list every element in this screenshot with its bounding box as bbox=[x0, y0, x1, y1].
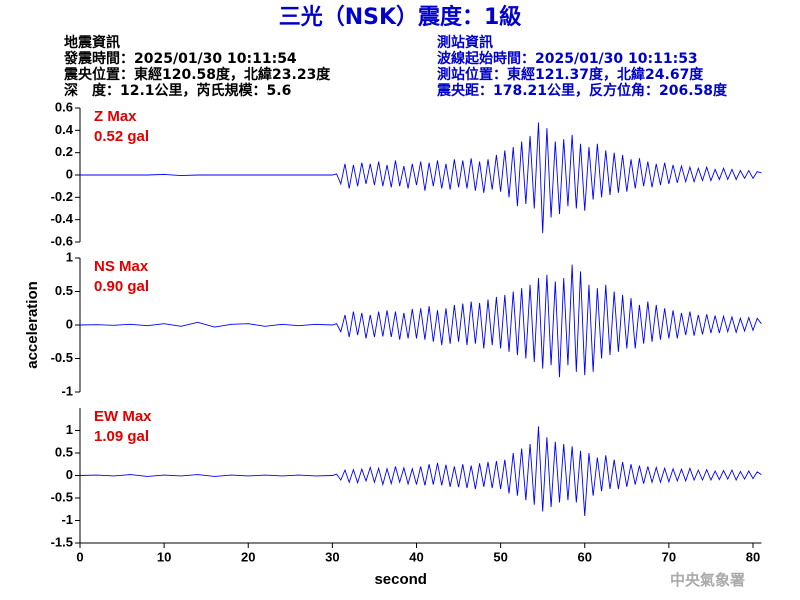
y-tick-label: 0 bbox=[66, 316, 73, 331]
station-info: 波線起始時間：2025/01/30 10:11:53 bbox=[437, 50, 698, 67]
y-tick-label: 1 bbox=[66, 249, 73, 264]
max-label: 0.90 gal bbox=[94, 278, 149, 295]
max-label: Z Max bbox=[94, 108, 137, 125]
max-label: NS Max bbox=[94, 258, 149, 275]
waveform bbox=[80, 122, 762, 234]
y-tick-label: 0.6 bbox=[55, 99, 73, 114]
y-tick-label: 0.4 bbox=[55, 122, 74, 137]
max-label: EW Max bbox=[94, 408, 152, 425]
y-tick-label: -0.2 bbox=[51, 189, 73, 204]
y-tick-label: 0.2 bbox=[55, 144, 73, 159]
waveform bbox=[79, 264, 762, 378]
y-tick-label: 0 bbox=[66, 467, 73, 482]
waveform bbox=[79, 426, 762, 517]
y-tick-label: 1 bbox=[66, 422, 73, 437]
max-label: 1.09 gal bbox=[94, 428, 149, 445]
y-tick-label: -1 bbox=[61, 512, 73, 527]
x-tick-label: 40 bbox=[409, 549, 423, 564]
x-tick-label: 20 bbox=[241, 549, 255, 564]
y-tick-label: -0.6 bbox=[51, 233, 73, 248]
y-tick-label: -0.5 bbox=[51, 350, 73, 365]
x-tick-label: 60 bbox=[578, 549, 592, 564]
event-info: 深 度：12.1公里，芮氏規模：5.6 bbox=[64, 82, 291, 99]
event-info: 震央位置：東經120.58度，北緯23.23度 bbox=[63, 66, 331, 83]
y-tick-label: 0.5 bbox=[55, 283, 73, 298]
event-info: 發震時間：2025/01/30 10:11:54 bbox=[63, 50, 297, 67]
x-tick-label: 80 bbox=[746, 549, 760, 564]
x-tick-label: 0 bbox=[76, 549, 83, 564]
title: 三光（NSK）震度：1級 bbox=[279, 4, 522, 30]
y-tick-label: 0 bbox=[66, 166, 73, 181]
y-tick-label: 0.5 bbox=[55, 444, 73, 459]
y-tick-label: -0.4 bbox=[51, 211, 74, 226]
station-info: 測站位置：東經121.37度，北緯24.67度 bbox=[437, 66, 704, 83]
y-tick-label: -1.5 bbox=[51, 534, 73, 549]
y-tick-label: -0.5 bbox=[51, 489, 73, 504]
x-tick-label: 50 bbox=[493, 549, 507, 564]
station-info: 測站資訊 bbox=[437, 34, 493, 51]
x-tick-label: 70 bbox=[662, 549, 676, 564]
y-tick-label: -1 bbox=[61, 383, 73, 398]
x-tick-label: 30 bbox=[325, 549, 339, 564]
footer: 中央氣象署 bbox=[670, 571, 745, 589]
x-tick-label: 10 bbox=[157, 549, 171, 564]
max-label: 0.52 gal bbox=[94, 128, 149, 145]
station-info: 震央距：178.21公里，反方位角：206.58度 bbox=[436, 82, 728, 99]
event-info: 地震資訊 bbox=[64, 34, 120, 51]
x-axis-label: second bbox=[374, 571, 427, 588]
y-axis-label: acceleration bbox=[24, 281, 41, 369]
